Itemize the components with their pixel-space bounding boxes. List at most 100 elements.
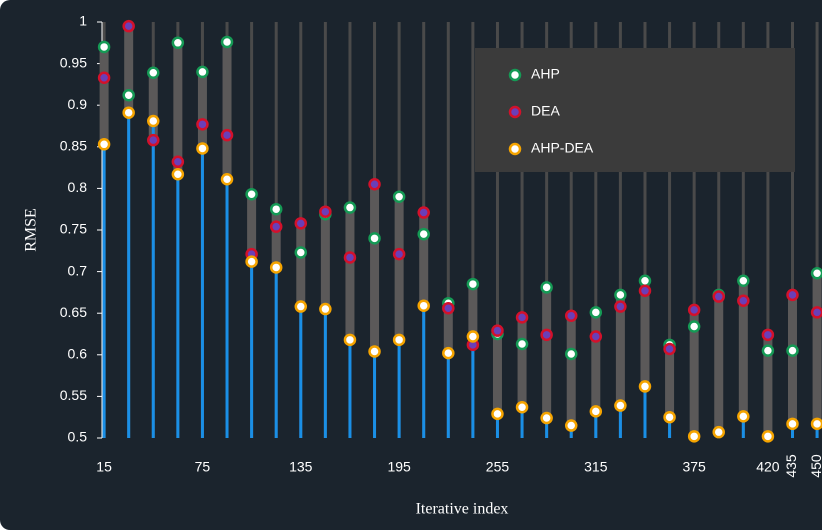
marker xyxy=(491,407,504,421)
marker xyxy=(147,114,160,128)
marker xyxy=(810,417,822,431)
marker xyxy=(638,274,652,288)
marker xyxy=(97,138,111,151)
marker xyxy=(392,333,406,347)
legend-box xyxy=(475,48,795,172)
legend-marker xyxy=(508,142,522,156)
marker xyxy=(294,217,308,230)
x-axis-label: Iterative index xyxy=(416,501,509,518)
marker xyxy=(589,330,603,343)
marker xyxy=(786,288,799,302)
marker xyxy=(737,274,750,288)
marker xyxy=(319,302,332,316)
marker xyxy=(589,405,603,418)
x-tick-label: 375 xyxy=(682,459,706,475)
marker xyxy=(220,35,234,49)
marker xyxy=(171,155,185,169)
x-tick-label: 435 xyxy=(783,454,799,478)
marker xyxy=(343,251,357,264)
marker xyxy=(97,40,111,54)
marker xyxy=(638,380,652,393)
marker xyxy=(786,417,799,431)
marker xyxy=(417,206,430,219)
marker xyxy=(564,419,578,432)
marker xyxy=(343,333,357,347)
marker xyxy=(392,247,406,261)
x-tick-label: 195 xyxy=(387,459,411,475)
marker xyxy=(122,19,135,33)
x-tick-label: 255 xyxy=(486,459,510,475)
marker xyxy=(245,255,258,268)
marker xyxy=(515,337,529,351)
marker xyxy=(269,261,283,274)
x-tick-label: 15 xyxy=(96,459,112,475)
marker xyxy=(147,66,160,80)
legend: AHP DEA AHP-DEA xyxy=(475,48,795,172)
legend-marker xyxy=(508,68,522,82)
marker xyxy=(810,267,822,280)
marker xyxy=(491,324,504,337)
marker xyxy=(786,344,799,357)
marker xyxy=(687,320,701,333)
y-tick-label: 0.95 xyxy=(60,54,87,70)
marker xyxy=(442,301,455,315)
marker xyxy=(220,172,234,186)
marker xyxy=(417,227,430,241)
marker xyxy=(540,281,553,294)
marker xyxy=(171,36,185,50)
x-tick-label: 315 xyxy=(584,459,608,475)
marker xyxy=(343,201,357,214)
marker xyxy=(564,347,578,361)
y-tick-label: 0.7 xyxy=(68,262,88,278)
marker xyxy=(614,399,627,412)
y-tick-label: 0.75 xyxy=(60,221,87,237)
legend-label: AHP-DEA xyxy=(531,140,594,156)
x-tick-label: 450 xyxy=(808,454,822,478)
marker xyxy=(417,299,430,312)
marker xyxy=(540,411,553,425)
marker xyxy=(368,345,381,358)
marker xyxy=(466,277,480,291)
marker xyxy=(761,430,775,443)
marker xyxy=(269,220,283,233)
y-tick-label: 0.65 xyxy=(60,304,87,320)
marker xyxy=(392,190,406,203)
x-tick-label: 75 xyxy=(195,459,211,475)
y-tick-label: 1 xyxy=(79,13,87,29)
marker xyxy=(294,300,308,313)
marker xyxy=(564,309,578,322)
marker xyxy=(737,410,750,423)
legend-label: AHP xyxy=(531,66,560,82)
legend-label: DEA xyxy=(531,103,560,119)
marker xyxy=(466,330,480,343)
y-tick-label: 0.85 xyxy=(60,138,87,154)
y-tick-label: 0.8 xyxy=(68,179,88,195)
marker xyxy=(614,288,627,302)
marker xyxy=(245,187,258,201)
marker xyxy=(196,142,209,155)
marker xyxy=(687,303,701,317)
marker xyxy=(712,425,725,439)
marker xyxy=(122,106,135,119)
marker xyxy=(171,168,185,181)
marker xyxy=(122,88,135,102)
marker xyxy=(687,430,701,443)
marker xyxy=(515,400,529,414)
y-tick-label: 0.9 xyxy=(68,96,88,112)
marker xyxy=(663,410,676,424)
marker xyxy=(294,246,308,259)
marker xyxy=(368,232,381,245)
marker xyxy=(147,133,160,147)
marker xyxy=(761,328,775,342)
x-tick-label: 420 xyxy=(756,459,780,475)
marker xyxy=(712,290,725,303)
marker xyxy=(442,346,455,360)
marker xyxy=(220,128,234,142)
marker xyxy=(589,306,603,319)
marker xyxy=(515,311,529,324)
marker xyxy=(638,284,652,297)
marker xyxy=(614,300,627,313)
legend-marker xyxy=(508,105,522,119)
y-tick-label: 0.55 xyxy=(60,387,87,403)
